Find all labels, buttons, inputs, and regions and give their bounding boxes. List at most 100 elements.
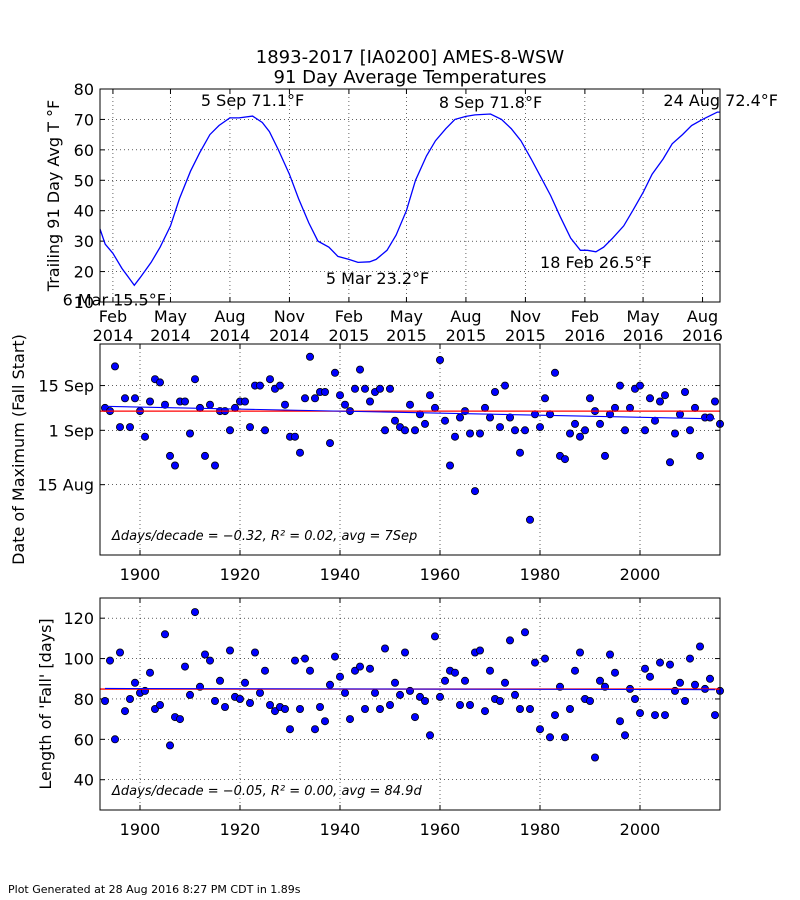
data-point (145, 668, 154, 677)
x-tick-label: 1900 (120, 565, 161, 584)
y-tick-label: 10 (74, 293, 94, 312)
data-point (130, 394, 139, 403)
data-point (490, 387, 499, 396)
x-tick-label: Aug 2015 (446, 307, 487, 345)
data-point (450, 432, 459, 441)
data-point (275, 381, 284, 390)
data-point (541, 394, 550, 403)
data-point (616, 381, 625, 390)
data-point (561, 455, 570, 464)
data-point (280, 400, 289, 409)
data-point (310, 725, 319, 734)
data-point (526, 515, 535, 524)
data-point (611, 668, 620, 677)
data-point (360, 384, 369, 393)
data-point (205, 656, 214, 665)
y-tick-label: 40 (74, 202, 94, 221)
data-point (116, 648, 125, 657)
data-point (180, 397, 189, 406)
data-point (255, 688, 264, 697)
x-tick-label: May 2014 (150, 307, 191, 345)
y-tick-label: 40 (74, 771, 94, 790)
data-point (696, 451, 705, 460)
data-point (666, 660, 675, 669)
data-point (646, 672, 655, 681)
extreme-annotation: 6 Mar 15.5°F (63, 290, 166, 309)
data-point (340, 688, 349, 697)
x-tick-label: 1960 (420, 820, 461, 839)
data-point (285, 725, 294, 734)
data-point (180, 662, 189, 671)
data-point (596, 676, 605, 685)
data-point (300, 654, 309, 663)
data-point (706, 674, 715, 683)
data-point (621, 731, 630, 740)
plot-frame (99, 343, 721, 556)
data-point (435, 692, 444, 701)
data-point (435, 355, 444, 364)
y-tick-label: 80 (74, 690, 94, 709)
data-point (116, 423, 125, 432)
data-point (220, 703, 229, 712)
trend-annotation: Δdays/decade = −0.05, R² = 0.00, avg = 8… (111, 784, 422, 799)
data-point (521, 628, 530, 637)
data-point (245, 423, 254, 432)
data-point (516, 448, 525, 457)
data-point (485, 666, 494, 675)
data-point (295, 448, 304, 457)
x-tick-label: Aug 2016 (682, 307, 723, 345)
data-point (330, 652, 339, 661)
data-point (365, 664, 374, 673)
y-tick-label: 60 (74, 141, 94, 160)
data-point (200, 451, 209, 460)
data-point (395, 690, 404, 699)
data-point (566, 705, 575, 714)
data-point (210, 461, 219, 470)
y-tick-label: 15 Aug (37, 476, 94, 495)
data-point (671, 686, 680, 695)
data-point (335, 391, 344, 400)
data-point (310, 394, 319, 403)
data-point (601, 451, 610, 460)
data-point (390, 678, 399, 687)
data-point (566, 429, 575, 438)
data-point (245, 699, 254, 708)
x-tick-label: 1920 (220, 820, 261, 839)
y-tick-label: 80 (74, 80, 94, 99)
data-point (140, 432, 149, 441)
data-point (681, 387, 690, 396)
data-point (485, 413, 494, 422)
data-point (175, 715, 184, 724)
x-tick-label: 2000 (620, 820, 661, 839)
data-point (280, 705, 289, 714)
data-point (355, 365, 364, 374)
data-point (335, 672, 344, 681)
fall-start-scatter-panel: 15 Aug 1 Sep 15 Sep 1900 1920 1940 1960 1980 200… (9, 334, 725, 584)
y-tick-label: 1 Sep (49, 421, 94, 440)
data-point (360, 705, 369, 714)
x-tick-label: Feb 2016 (565, 307, 606, 345)
data-point (255, 381, 264, 390)
data-point (375, 705, 384, 714)
data-point (330, 368, 339, 377)
data-point (165, 451, 174, 460)
data-point (405, 400, 414, 409)
x-tick-label: May 2016 (623, 307, 664, 345)
data-point (155, 701, 164, 710)
trend-line (104, 687, 716, 691)
data-point (420, 419, 429, 428)
data-point (551, 368, 560, 377)
data-point (586, 697, 595, 706)
data-point (305, 352, 314, 361)
x-tick-label: 1940 (320, 820, 361, 839)
data-point (265, 375, 274, 384)
data-point (510, 426, 519, 435)
data-point (440, 676, 449, 685)
data-point (155, 378, 164, 387)
data-point (706, 413, 715, 422)
data-point (225, 426, 234, 435)
x-tick-label: Aug 2014 (210, 307, 251, 345)
data-point (121, 707, 130, 716)
data-point (666, 458, 675, 467)
data-point (390, 416, 399, 425)
